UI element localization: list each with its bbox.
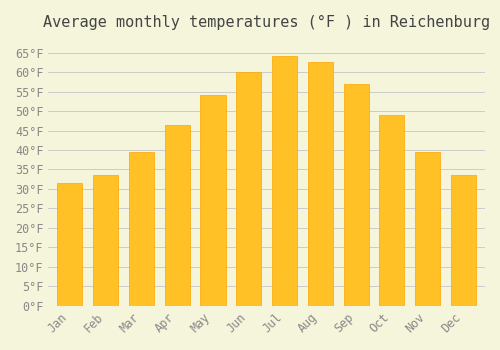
Bar	[308, 62, 333, 306]
Bar	[129, 152, 154, 306]
Bar	[58, 183, 82, 306]
Bar	[451, 175, 476, 306]
Bar	[272, 56, 297, 306]
Bar	[236, 72, 262, 306]
Bar	[164, 125, 190, 306]
Title: Average monthly temperatures (°F ) in Reichenburg: Average monthly temperatures (°F ) in Re…	[43, 15, 490, 30]
Bar	[380, 115, 404, 306]
Bar	[415, 152, 440, 306]
Bar	[344, 84, 368, 306]
Bar	[200, 96, 226, 306]
Bar	[93, 175, 118, 306]
